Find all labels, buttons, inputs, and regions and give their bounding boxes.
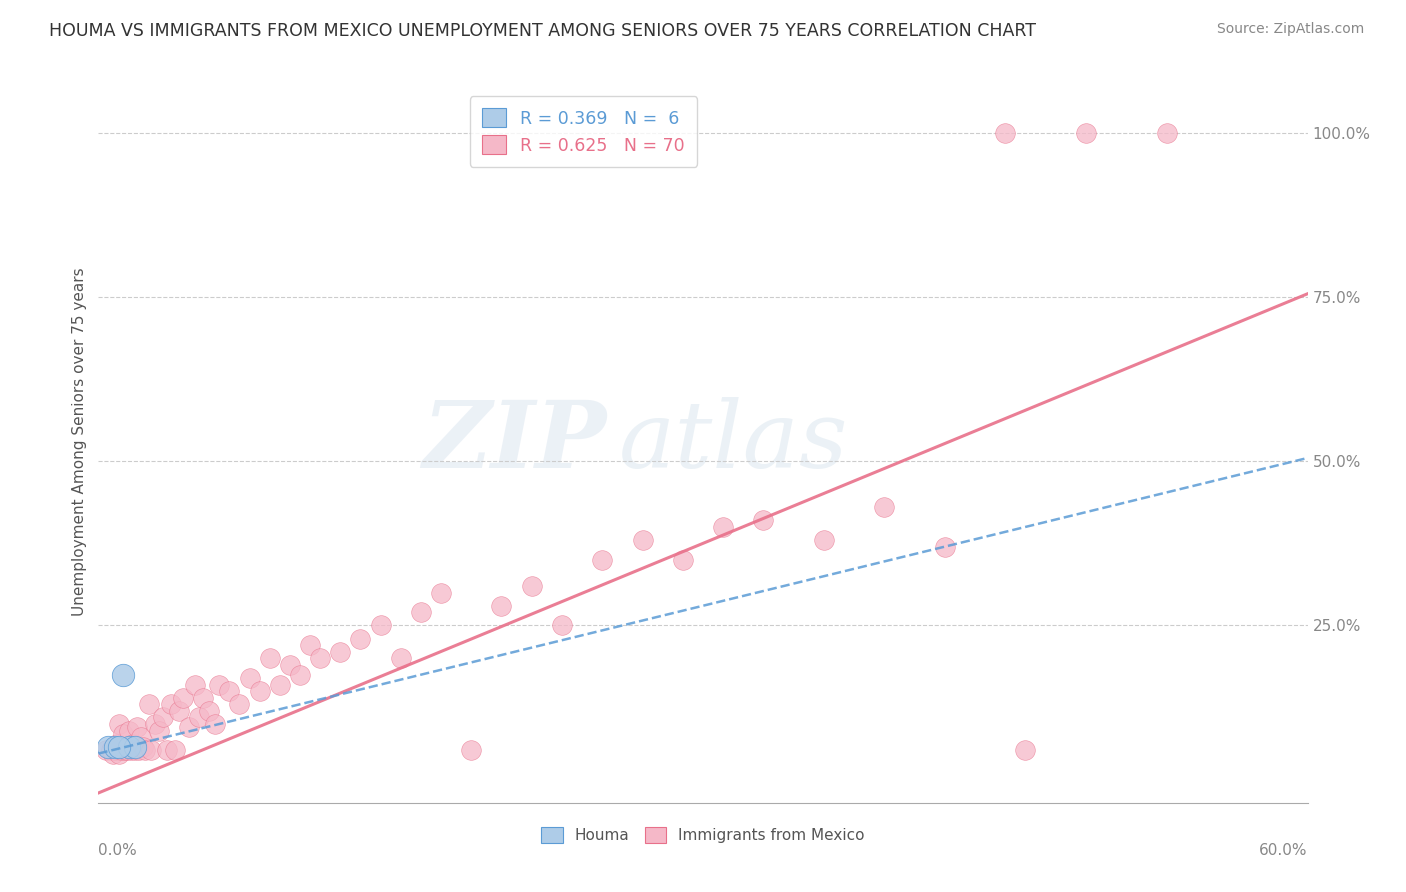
- Point: [299, 638, 322, 652]
- Point: [120, 743, 142, 757]
- Point: [184, 677, 207, 691]
- Point: [389, 651, 412, 665]
- Point: [752, 513, 775, 527]
- Point: [591, 553, 613, 567]
- Point: [105, 737, 128, 751]
- Point: [139, 743, 162, 757]
- Point: [115, 743, 138, 757]
- Point: [672, 553, 695, 567]
- Point: [491, 599, 513, 613]
- Point: [110, 743, 132, 757]
- Point: [118, 739, 141, 754]
- Point: [228, 698, 250, 712]
- Text: 60.0%: 60.0%: [1260, 843, 1308, 857]
- Point: [1156, 126, 1178, 140]
- Point: [132, 739, 155, 754]
- Point: [118, 723, 141, 738]
- Point: [167, 704, 190, 718]
- Point: [1074, 126, 1097, 140]
- Point: [125, 720, 148, 734]
- Text: 0.0%: 0.0%: [98, 843, 138, 857]
- Point: [128, 743, 150, 757]
- Point: [111, 727, 134, 741]
- Point: [711, 520, 734, 534]
- Point: [430, 585, 453, 599]
- Point: [204, 717, 226, 731]
- Point: [269, 677, 291, 691]
- Text: HOUMA VS IMMIGRANTS FROM MEXICO UNEMPLOYMENT AMONG SENIORS OVER 75 YEARS CORRELA: HOUMA VS IMMIGRANTS FROM MEXICO UNEMPLOY…: [49, 22, 1036, 40]
- Point: [193, 690, 215, 705]
- Point: [138, 698, 160, 712]
- Point: [129, 730, 152, 744]
- Y-axis label: Unemployment Among Seniors over 75 years: Unemployment Among Seniors over 75 years: [72, 268, 87, 615]
- Point: [994, 126, 1017, 140]
- Point: [114, 743, 136, 757]
- Point: [249, 684, 271, 698]
- Point: [101, 747, 124, 761]
- Point: [329, 645, 352, 659]
- Point: [107, 747, 129, 761]
- Point: [163, 743, 186, 757]
- Point: [288, 667, 311, 681]
- Point: [118, 739, 141, 754]
- Point: [460, 743, 482, 757]
- Point: [409, 605, 432, 619]
- Point: [934, 540, 956, 554]
- Point: [873, 500, 896, 515]
- Point: [97, 739, 120, 754]
- Point: [148, 723, 170, 738]
- Point: [107, 739, 129, 754]
- Text: ZIP: ZIP: [422, 397, 606, 486]
- Point: [172, 690, 194, 705]
- Point: [156, 743, 179, 757]
- Point: [278, 657, 301, 672]
- Point: [143, 717, 166, 731]
- Point: [370, 618, 392, 632]
- Point: [103, 739, 125, 754]
- Point: [96, 743, 118, 757]
- Legend: Houma, Immigrants from Mexico: Houma, Immigrants from Mexico: [536, 821, 870, 849]
- Point: [121, 737, 143, 751]
- Point: [218, 684, 240, 698]
- Point: [520, 579, 543, 593]
- Point: [309, 651, 332, 665]
- Point: [188, 710, 211, 724]
- Point: [124, 743, 146, 757]
- Point: [152, 710, 174, 724]
- Point: [100, 743, 122, 757]
- Point: [103, 743, 125, 757]
- Point: [134, 743, 156, 757]
- Point: [551, 618, 574, 632]
- Point: [198, 704, 221, 718]
- Point: [259, 651, 281, 665]
- Point: [813, 533, 835, 547]
- Point: [1014, 743, 1036, 757]
- Point: [208, 677, 231, 691]
- Point: [160, 698, 183, 712]
- Point: [349, 632, 371, 646]
- Point: [107, 717, 129, 731]
- Point: [124, 739, 146, 754]
- Text: Source: ZipAtlas.com: Source: ZipAtlas.com: [1216, 22, 1364, 37]
- Text: atlas: atlas: [619, 397, 848, 486]
- Point: [111, 667, 134, 681]
- Point: [179, 720, 201, 734]
- Point: [239, 671, 262, 685]
- Point: [631, 533, 654, 547]
